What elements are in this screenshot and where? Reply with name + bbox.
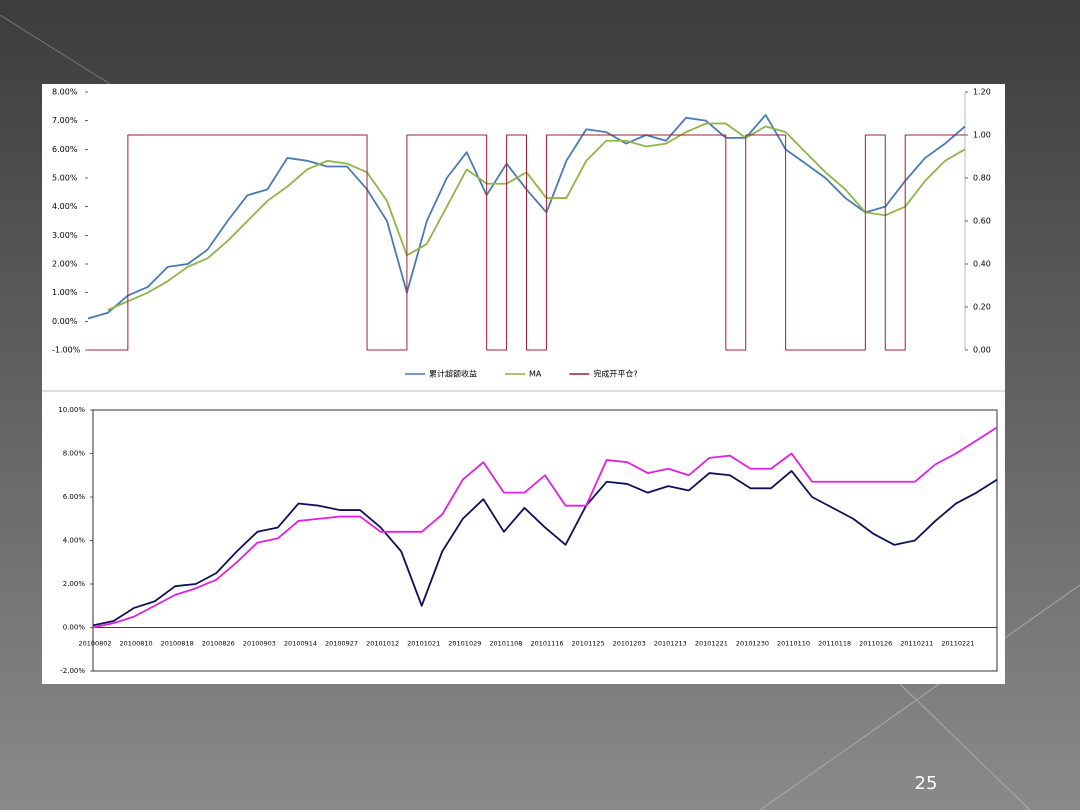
series-line — [92, 426, 998, 629]
x-tick-label: 20101029 — [448, 640, 481, 648]
decor-line — [759, 584, 1080, 810]
x-tick-label: 20100914 — [284, 640, 317, 648]
y-tick-label: 7.00% — [52, 116, 78, 125]
x-tick-label: 20110211 — [900, 640, 933, 648]
y-tick-label: 5.00% — [52, 174, 78, 183]
x-tick-label: 20100810 — [120, 640, 153, 648]
legend-label: 完成开平仓? — [593, 369, 637, 379]
step-line — [88, 134, 965, 351]
x-tick-label: 20101203 — [613, 640, 646, 648]
y2-tick-label: 0.80 — [973, 174, 991, 183]
x-tick-label: 20101108 — [489, 640, 522, 648]
y-tick-label: 8.00% — [52, 88, 78, 97]
x-tick-label: 20110126 — [859, 640, 892, 648]
y-tick-label: 0.00% — [63, 624, 86, 632]
y2-tick-label: 0.60 — [973, 217, 991, 226]
y-tick-label: -1.00% — [52, 346, 81, 355]
y-tick-label: -2.00% — [60, 667, 85, 675]
y-tick-label: 3.00% — [52, 231, 78, 240]
y2-tick-label: 0.00 — [973, 346, 991, 355]
legend-label: 累计超额收益 — [429, 369, 477, 379]
chart-panel — [42, 84, 1005, 684]
y-tick-label: 4.00% — [63, 537, 86, 545]
y2-tick-label: 0.40 — [973, 260, 991, 269]
decor-line — [0, 14, 111, 85]
y-tick-label: 1.00% — [52, 288, 78, 297]
x-tick-label: 20100826 — [202, 640, 235, 648]
y-tick-label: 6.00% — [63, 493, 86, 501]
x-tick-label: 20101116 — [530, 640, 563, 648]
y-tick-label: 2.00% — [63, 580, 86, 588]
y-tick-label: 4.00% — [52, 202, 78, 211]
x-tick-label: 20101221 — [695, 640, 728, 648]
decor-line — [899, 683, 1031, 810]
x-tick-label: 20110118 — [818, 640, 851, 648]
y-tick-label: 10.00% — [58, 406, 85, 414]
legend-label: MA — [529, 370, 542, 379]
x-tick-label: 20110110 — [777, 640, 810, 648]
x-tick-label: 20101125 — [572, 640, 605, 648]
y2-tick-label: 1.00 — [973, 131, 991, 140]
y2-tick-label: 1.20 — [973, 88, 991, 97]
slide-number: 25 — [915, 773, 938, 794]
y-tick-label: 6.00% — [52, 145, 78, 154]
x-tick-label: 20110221 — [941, 640, 974, 648]
y-tick-label: 2.00% — [52, 260, 78, 269]
x-tick-label: 20100818 — [161, 640, 194, 648]
x-tick-label: 20101230 — [736, 640, 769, 648]
x-tick-label: 20101021 — [407, 640, 440, 648]
y-tick-label: 8.00% — [63, 450, 86, 458]
series-line — [92, 470, 998, 627]
x-tick-label: 20101012 — [366, 640, 399, 648]
series-line — [107, 122, 966, 311]
x-tick-label: 20100927 — [325, 640, 358, 648]
x-tick-label: 20100802 — [78, 640, 111, 648]
x-tick-label: 20100903 — [243, 640, 276, 648]
y2-tick-label: 0.20 — [973, 303, 991, 312]
x-tick-label: 20101213 — [654, 640, 687, 648]
y-tick-label: 0.00% — [52, 317, 78, 326]
